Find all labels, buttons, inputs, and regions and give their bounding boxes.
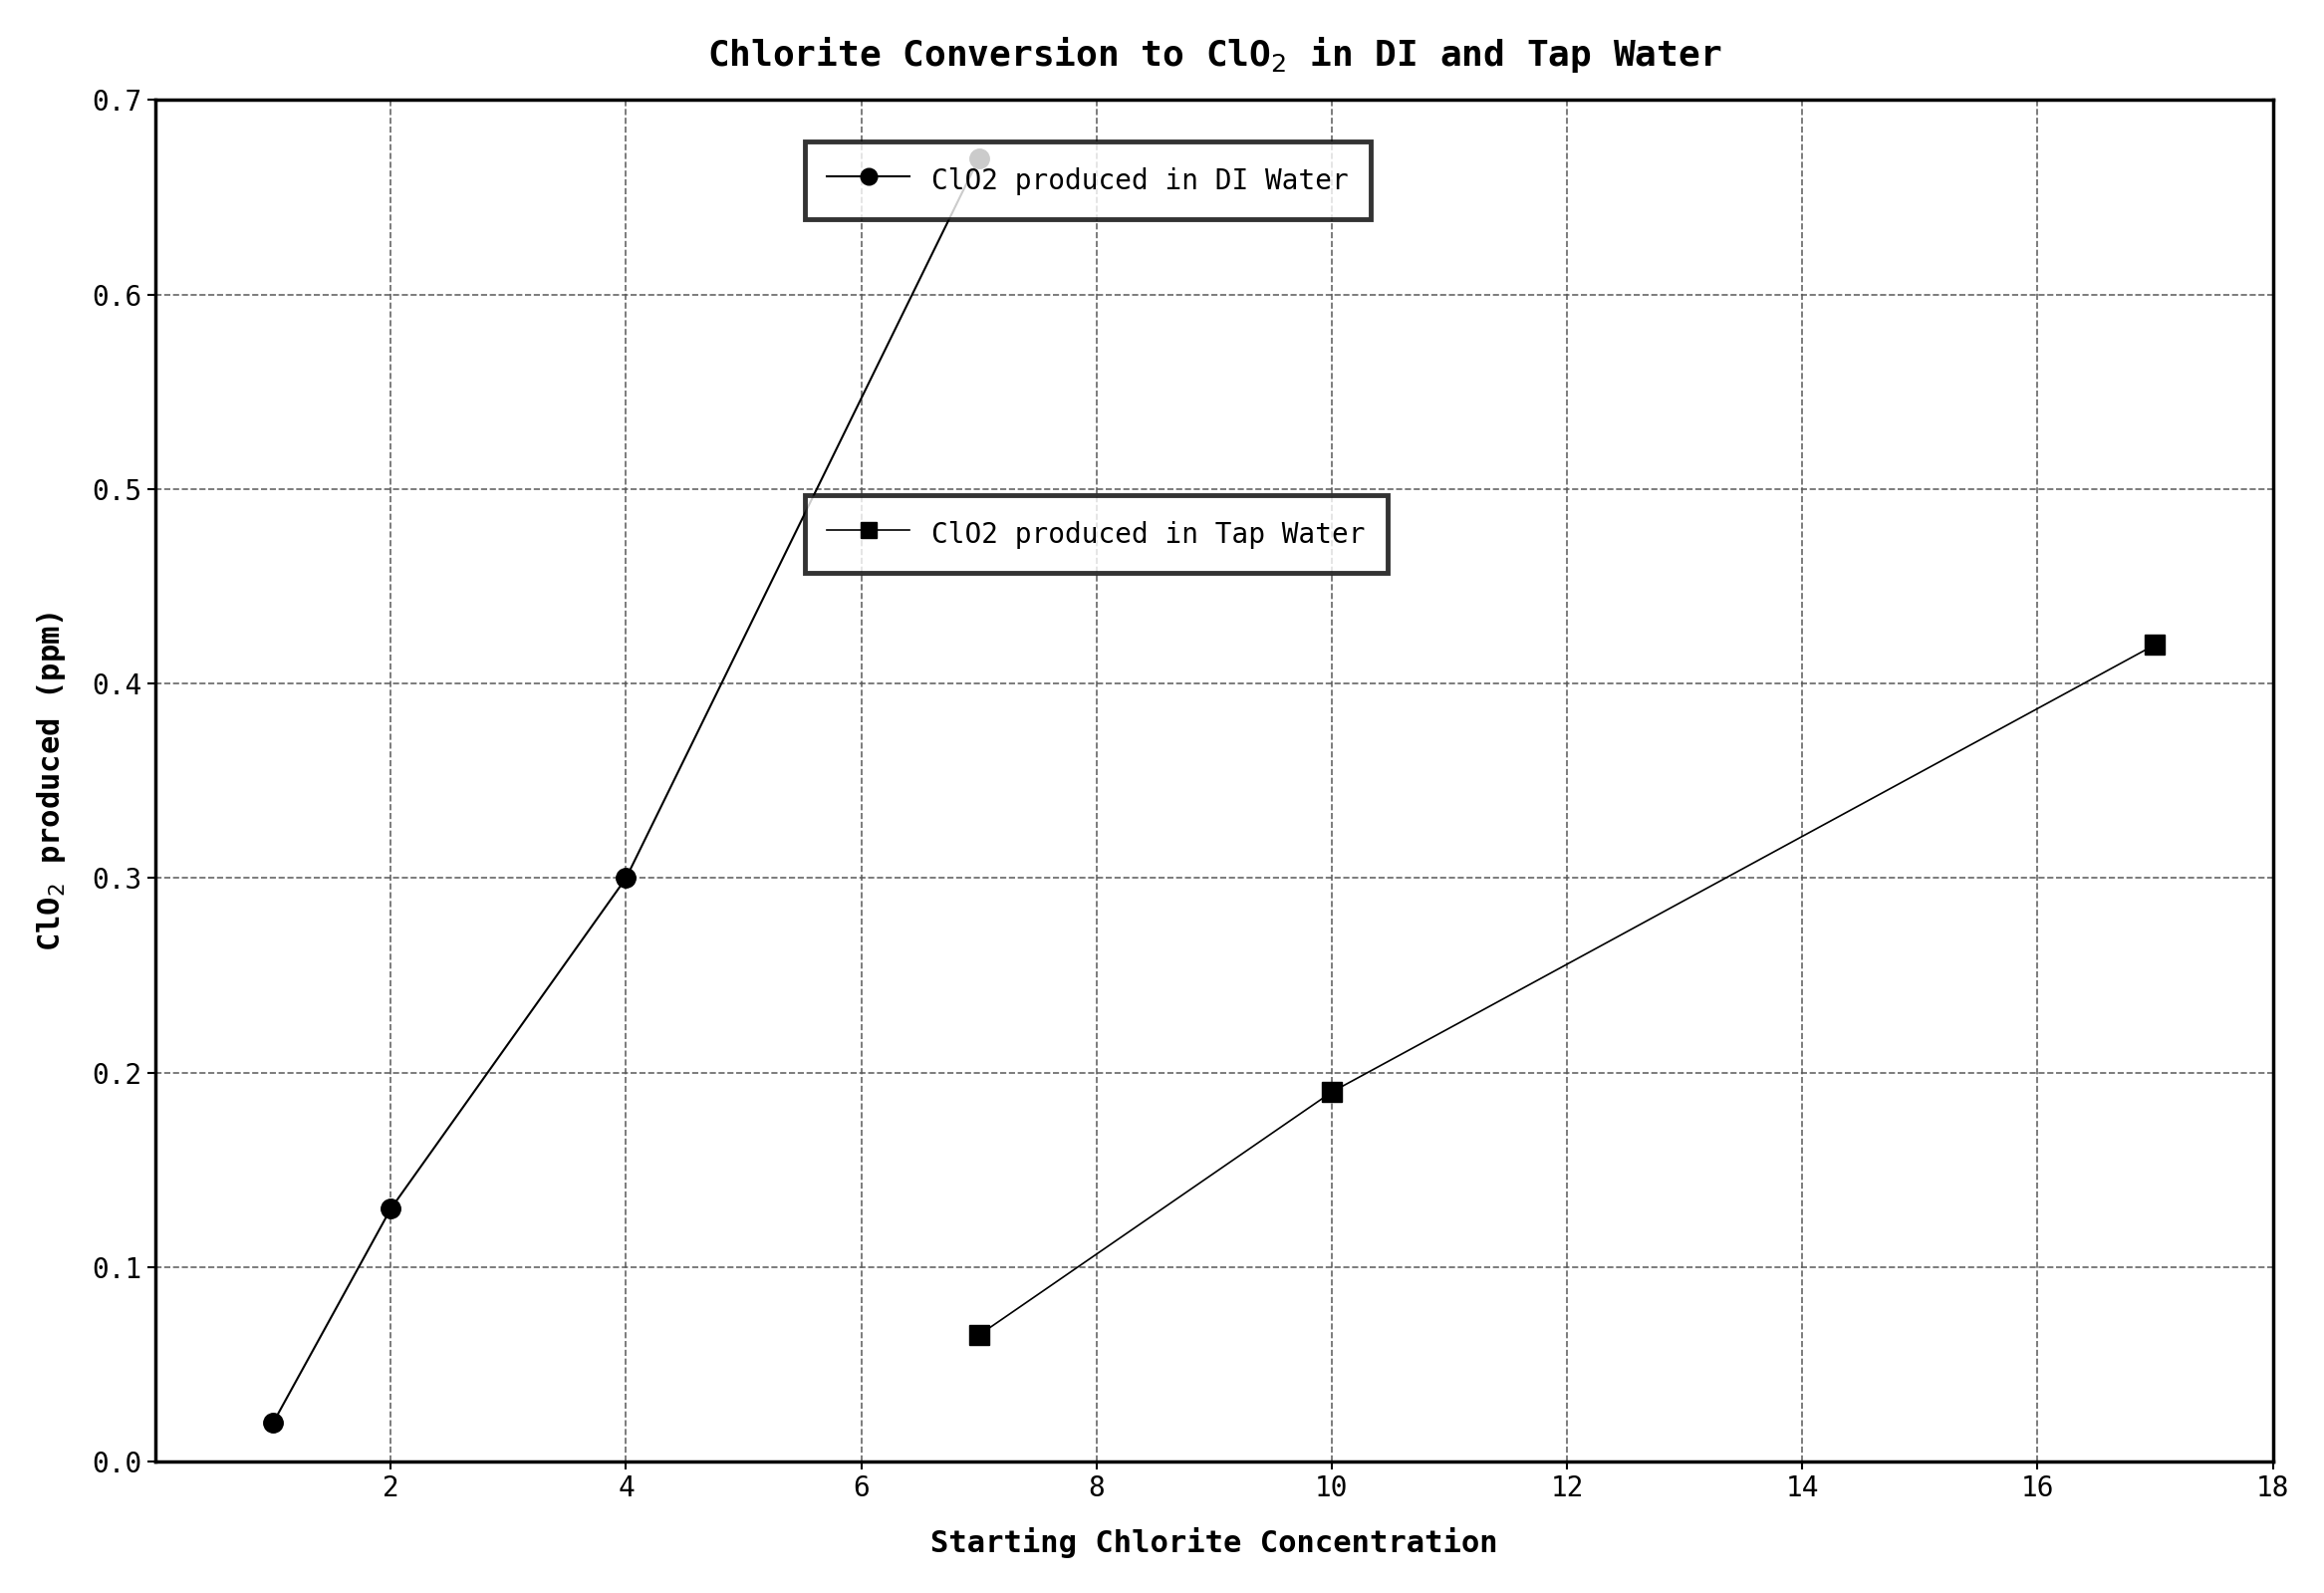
Title: Chlorite Conversion to ClO$_2$ in DI and Tap Water: Chlorite Conversion to ClO$_2$ in DI and…	[706, 35, 1722, 75]
Legend: ClO2 produced in Tap Water: ClO2 produced in Tap Water	[804, 495, 1387, 573]
Y-axis label: ClO$_2$ produced (ppm): ClO$_2$ produced (ppm)	[35, 610, 67, 951]
X-axis label: Starting Chlorite Concentration: Starting Chlorite Concentration	[930, 1528, 1499, 1558]
